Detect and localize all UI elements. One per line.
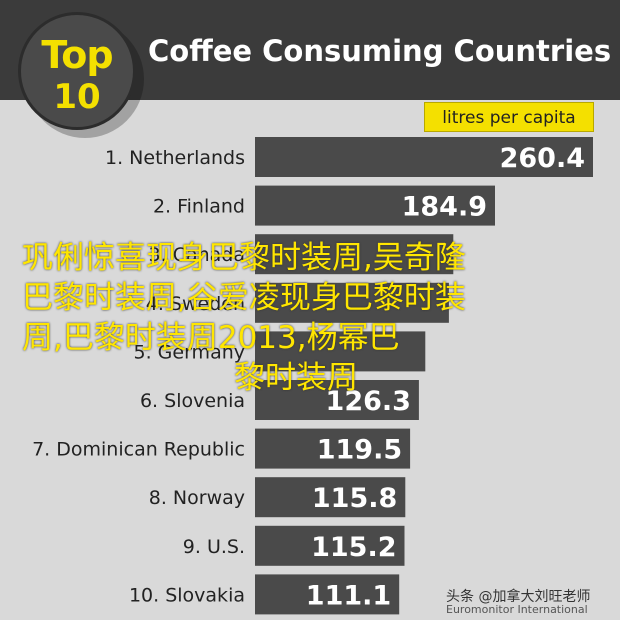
bar-9: [255, 525, 405, 566]
value-label-6: 126.3: [326, 386, 411, 417]
unit-label: litres per capita: [442, 108, 576, 128]
bar-1: [255, 137, 593, 177]
bar-6: [255, 380, 419, 420]
category-label-9: 9. U.S.: [183, 536, 245, 558]
category-label-7: 7. Dominican Republic: [32, 439, 245, 461]
bar-7: [255, 428, 411, 469]
value-label-8: 115.8: [312, 483, 397, 514]
badge-top-text: Top: [41, 33, 113, 77]
bar-3: [255, 234, 454, 275]
bar-2: [255, 185, 495, 226]
badge-number-text: 10: [53, 77, 101, 117]
overlay-line-3: 周,巴黎时装周2013,杨幂巴: [22, 320, 400, 356]
value-label-10: 111.1: [306, 580, 391, 611]
overlay-line-1: 巩俐惊喜现身巴黎时装周,吴奇隆: [22, 240, 466, 276]
category-label-3: 3. Canada: [149, 244, 245, 266]
value-label-1: 260.4: [500, 143, 585, 174]
category-label-5: 5. Germany: [134, 341, 246, 363]
source-text: Euromonitor International: [446, 603, 588, 616]
value-label-7: 119.5: [317, 435, 402, 466]
category-label-2: 2. Finland: [153, 196, 245, 218]
overlay-line-2: 巴黎时装周,谷爱凌现身巴黎时装: [22, 280, 466, 316]
value-label-9: 115.2: [311, 532, 396, 563]
caption-overlay: 巩俐惊喜现身巴黎时装周,吴奇隆 巴黎时装周,谷爱凌现身巴黎时装 周,巴黎时装周2…: [22, 238, 592, 398]
category-label-8: 8. Norway: [149, 487, 245, 509]
bar-10: [255, 574, 400, 615]
top10-badge: Top 10: [18, 12, 136, 130]
overlay-line-4: 黎时装周: [234, 360, 358, 396]
unit-label-box: litres per capita: [424, 102, 594, 132]
chart-title: Coffee Consuming Countries: [148, 34, 612, 68]
value-label-2: 184.9: [402, 192, 487, 223]
bar-8: [255, 477, 406, 518]
category-label-6: 6. Slovenia: [140, 390, 245, 412]
category-label-4: 4. Sweden: [146, 293, 245, 315]
category-label-10: 10. Slovakia: [129, 584, 245, 606]
watermark-text: 头条 @加拿大刘旺老师: [446, 589, 591, 605]
category-label-1: 1. Netherlands: [105, 147, 245, 169]
bar-4: [255, 282, 449, 323]
bar-5: [255, 331, 426, 372]
